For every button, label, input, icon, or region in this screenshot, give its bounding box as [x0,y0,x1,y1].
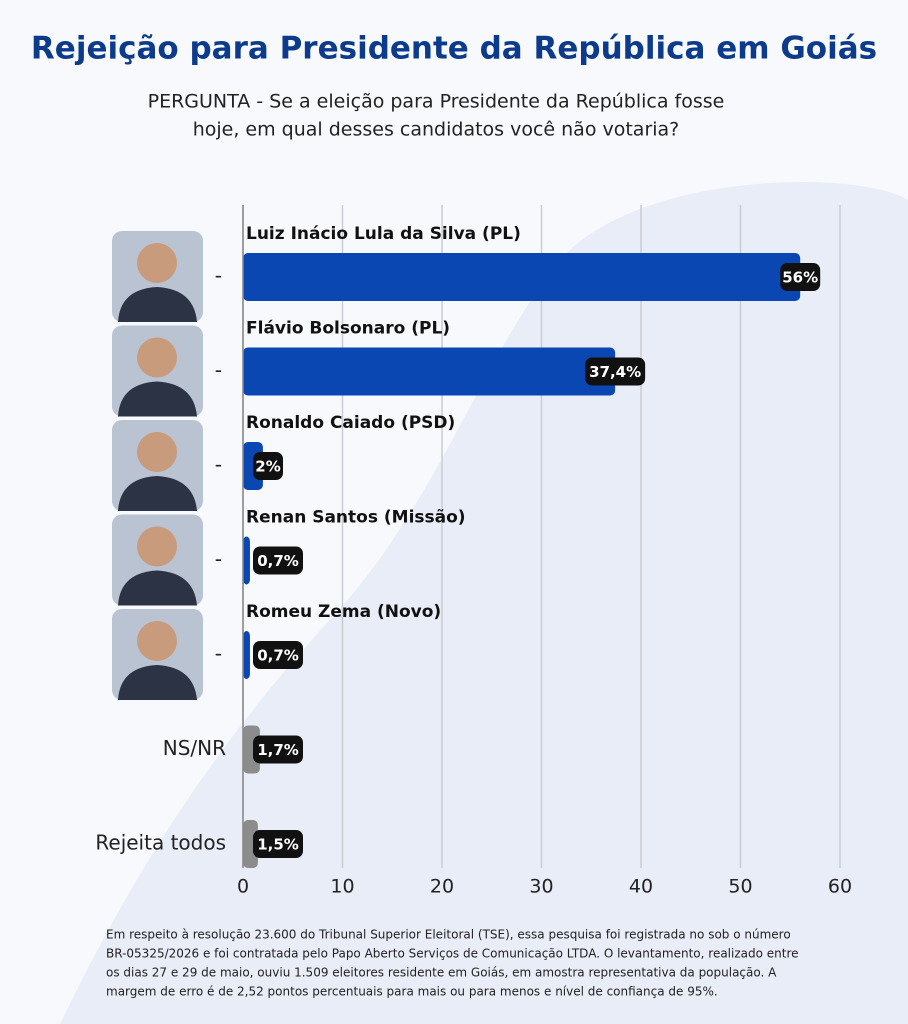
y-tick-label: Rejeita todos [95,831,226,855]
footnote: Em respeito à resolução 23.600 do Tribun… [106,928,791,942]
bar-title: Ronaldo Caiado (PSD) [246,413,455,433]
value-label: 0,7% [257,552,299,570]
bar [243,536,250,585]
photo-body [118,665,197,700]
x-tick-label: 0 [237,876,249,898]
value-label: 2% [255,458,280,476]
y-tick-label: - [215,453,222,477]
x-tick-label: 30 [529,876,553,898]
value-label-box [780,263,821,291]
photo-head [137,526,177,567]
value-label-box [253,735,303,764]
background-shape [60,182,908,1024]
value-label-box [253,546,303,575]
photos [112,231,203,700]
x-tick-label: 40 [629,876,653,898]
photo-body [118,476,197,511]
value-label: 1,7% [257,741,299,759]
photo-head [137,243,177,283]
footnote: margem de erro é de 2,52 pontos percentu… [106,985,718,999]
value-label: 56% [782,269,818,287]
bar-title: Flávio Bolsonaro (PL) [246,319,450,339]
y-tick-label: - [215,264,222,288]
y-tick-label: - [215,358,222,382]
y-tick-label: - [215,642,222,666]
bar-title: Luiz Inácio Lula da Silva (PL) [246,224,521,244]
value-label-box [253,641,303,669]
photo-head [137,621,177,661]
y-tick-label: - [215,547,222,571]
x-tick-label: 50 [728,876,752,898]
y-tick-label: NS/NR [163,736,226,760]
x-tick-label: 10 [330,876,354,898]
x-tick-label: 20 [430,876,454,898]
value-label: 37,4% [589,363,641,381]
chart-title: Rejeição para Presidente da República em… [31,31,877,67]
bar-title: Romeu Zema (Novo) [246,602,441,622]
x-tick-label: 60 [828,876,852,898]
value-label-box [253,830,303,858]
photo-body [118,570,197,606]
bar [243,347,616,396]
bar [243,631,250,679]
value-label-box [253,452,283,480]
bar [243,820,258,868]
subtitle: hoje, em qual desses candidatos você não… [193,119,680,141]
photo-body [118,287,197,322]
subtitle: PERGUNTA - Se a eleição para Presidente … [148,91,725,113]
footnote: os dias 27 e 29 de maio, ouviu 1.509 ele… [106,966,777,980]
bar [243,253,801,301]
value-label-box [585,357,646,386]
footnote: BR-05325/2026 e foi contratada pelo Papo… [106,947,799,961]
photo-head [137,337,177,378]
value-label: 0,7% [257,647,299,665]
photo-body [118,381,197,417]
value-label: 1,5% [257,836,299,854]
bar-title: Renan Santos (Missão) [246,508,466,528]
photo-head [137,432,177,472]
